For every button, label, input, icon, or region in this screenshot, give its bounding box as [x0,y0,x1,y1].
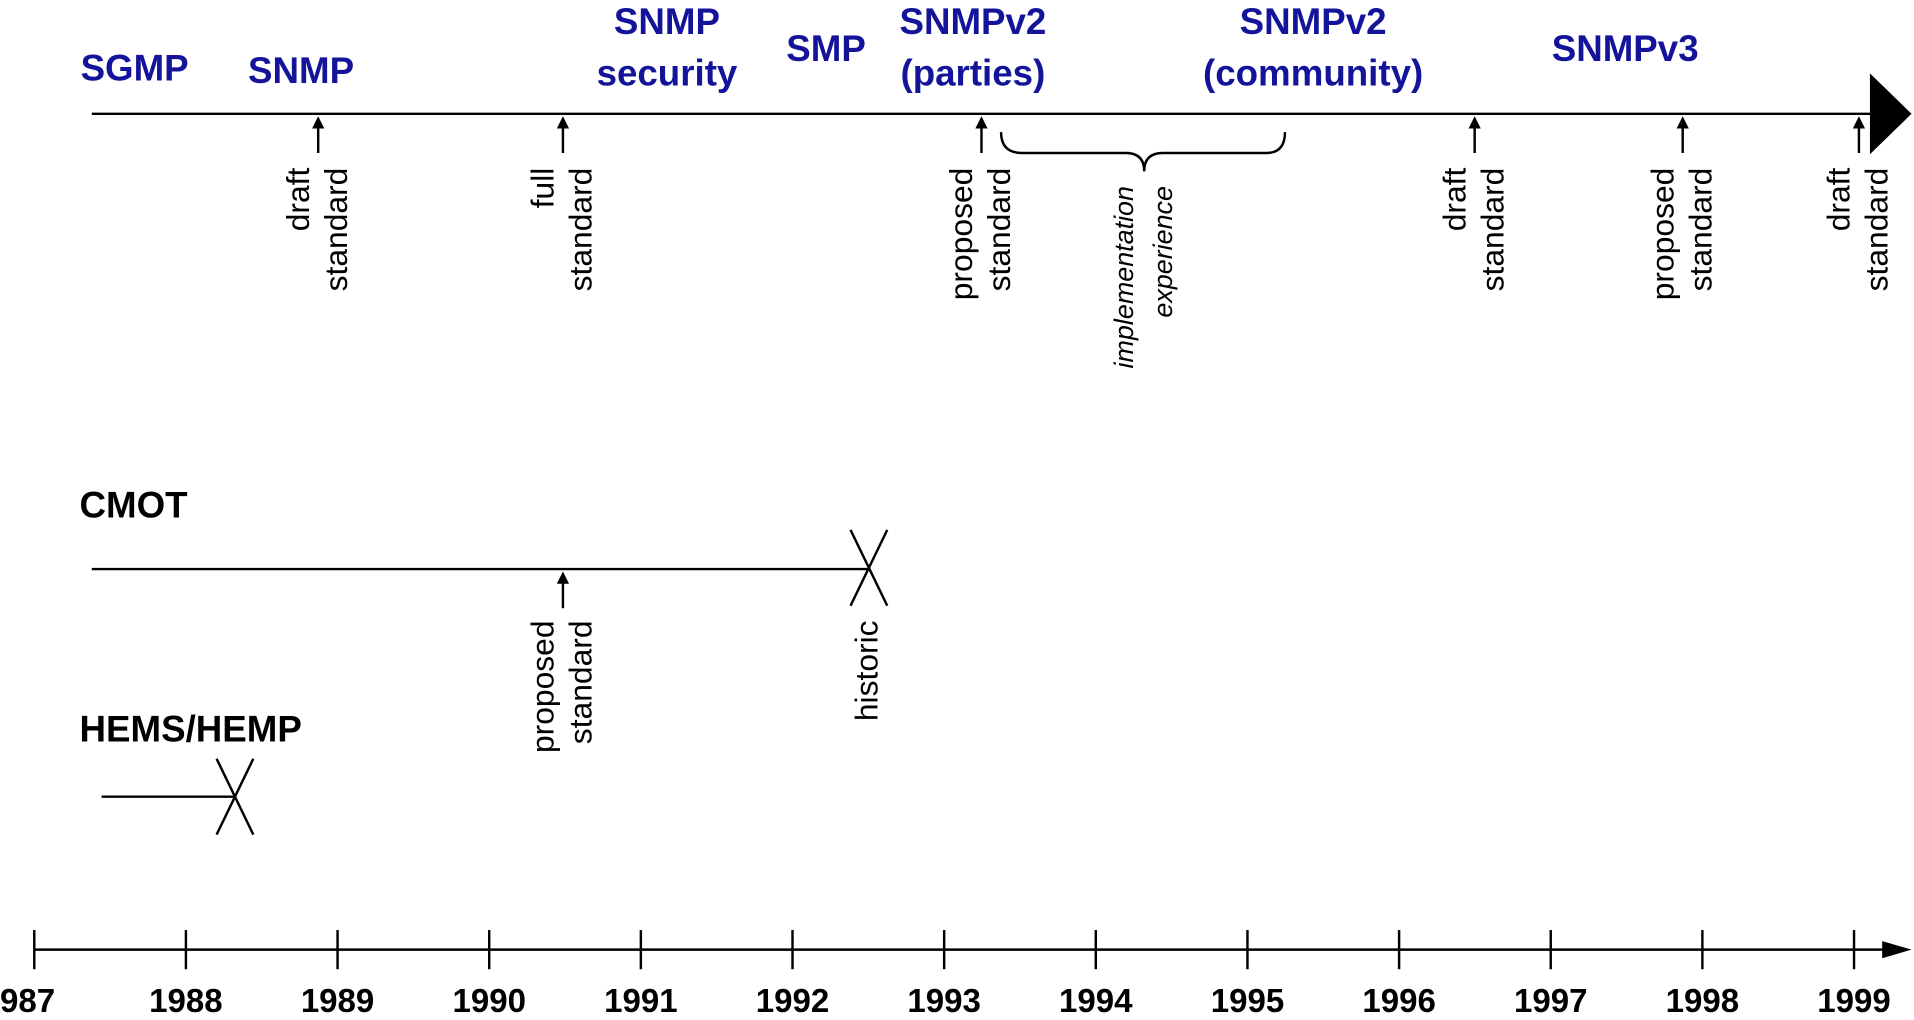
protocol-label: SNMP [248,50,354,91]
hems-label: HEMS/HEMP [80,709,302,750]
year-label: 1994 [1059,983,1133,1020]
milestone-label-group: proposed standard [525,620,599,753]
milestone-label: proposed [943,168,979,301]
implementation-brace [999,132,1287,172]
year-label: 1989 [301,983,374,1020]
milestone-label: proposed [1644,168,1680,301]
year-label: 987 [0,983,55,1020]
year-label: 1998 [1666,983,1739,1020]
milestone-label-group: historic [848,620,884,721]
milestone-label: standard [1474,168,1510,292]
year-label: 1996 [1362,983,1435,1020]
protocol-label: (parties) [901,53,1046,94]
milestone-label-group: draft standard [280,167,354,291]
note-label: experience [1148,186,1178,318]
year-label: 1991 [604,983,677,1020]
protocol-label: security [597,53,738,94]
year-label: 1997 [1514,983,1587,1020]
cmot-label: CMOT [80,485,189,526]
milestone-label-group: draft standard [1436,167,1510,291]
protocol-label: SNMPv2 [899,1,1046,42]
milestone-arrowhead [975,116,988,129]
milestone-arrowhead [556,116,570,129]
milestone-label-group: full standard [525,168,599,292]
milestone-label: draft [280,167,316,231]
milestone-label: draft [1821,167,1857,231]
year-label: 1993 [907,983,980,1020]
milestone-label: standard [563,168,599,292]
note-label-group: implementation experience [1109,186,1178,368]
milestone-label: standard [318,168,354,292]
protocol-label: SNMP [614,1,720,42]
protocol-label: SMP [786,28,866,69]
year-label: 1995 [1211,983,1284,1020]
snmp-track-arrowhead [1869,73,1912,155]
year-label: 1988 [149,983,222,1020]
milestone-arrowhead [556,571,570,584]
protocol-label: SNMPv3 [1552,28,1699,69]
year-label: 1992 [756,983,829,1020]
milestone-arrowhead [1468,116,1481,129]
cmot-end-cross [849,529,889,607]
year-label: 1999 [1817,983,1890,1020]
protocol-label: SGMP [81,48,189,89]
protocol-label: (community) [1203,53,1423,94]
note-label: implementation [1109,186,1139,368]
protocol-label: SNMPv2 [1240,1,1387,42]
milestone-label: full [525,168,561,209]
milestone-label: proposed [525,620,561,753]
milestone-label: historic [848,620,884,721]
hems-end-cross [215,758,255,836]
milestone-label: draft [1436,167,1472,231]
milestone-label: standard [1859,168,1895,292]
year-label: 1990 [452,983,525,1020]
milestone-label-group: proposed standard [1644,168,1718,301]
milestone-label: standard [563,620,599,744]
milestone-label: standard [1682,168,1718,292]
year-axis-arrowhead [1882,941,1912,959]
milestone-arrowhead [1852,116,1866,129]
milestone-label-group: draft standard [1821,167,1895,291]
milestone-label-group: proposed standard [943,168,1017,301]
milestone-arrowhead [312,116,325,129]
milestone-label: standard [981,168,1017,292]
milestone-arrowhead [1676,116,1689,129]
